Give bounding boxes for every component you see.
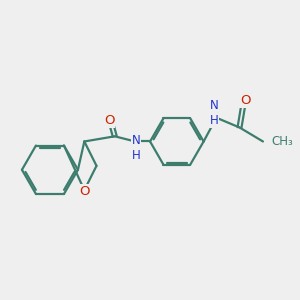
Text: CH₃: CH₃ (272, 135, 293, 148)
Text: N
H: N H (132, 134, 141, 162)
Text: N
H: N H (210, 99, 218, 127)
Text: O: O (240, 94, 250, 107)
Text: O: O (104, 114, 115, 127)
Text: O: O (79, 185, 90, 198)
